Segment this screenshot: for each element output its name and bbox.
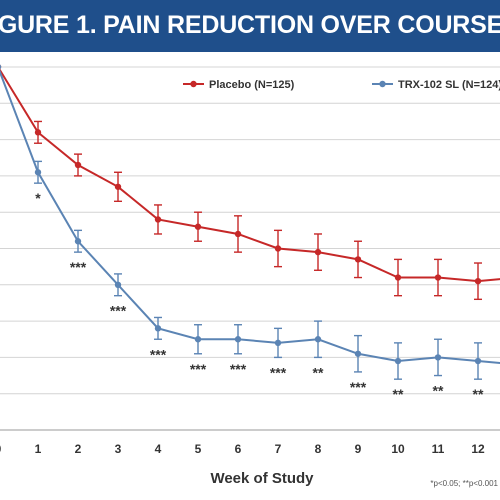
significance-label: * [35, 190, 41, 206]
series-2-line [0, 69, 500, 365]
significance-label: *** [230, 361, 247, 377]
line-chart: 012345678910111213Week of Study*p<0.05; … [0, 64, 500, 488]
series-1-point [354, 256, 362, 263]
x-tick-label: 11 [432, 442, 445, 456]
legend-swatch-marker [379, 80, 386, 88]
title-bar: FIGURE 1. PAIN REDUCTION OVER COURSE OF … [0, 0, 500, 52]
x-tick-label: 8 [315, 442, 322, 456]
legend-swatch-marker [190, 80, 197, 88]
series-1-point [434, 274, 442, 281]
series-2-point [154, 325, 162, 332]
legend-label: TRX-102 SL (N=124) [398, 79, 500, 91]
x-tick-label: 6 [235, 442, 242, 456]
significance-label: *** [270, 364, 287, 380]
x-tick-label: 1 [35, 442, 42, 456]
series-1-point [314, 248, 322, 256]
legend-label: Placebo (N=125) [209, 79, 295, 91]
significance-label: ** [433, 383, 444, 399]
series-1-point [114, 183, 122, 190]
significance-label: *** [70, 259, 87, 275]
series-2-point [394, 357, 402, 365]
series-1-point [34, 129, 42, 136]
series-1-point [234, 230, 242, 238]
significance-label: *** [150, 346, 167, 362]
significance-label: ** [313, 364, 324, 380]
series-1-point [154, 216, 162, 223]
x-tick-label: 2 [75, 442, 82, 456]
series-2-point [434, 354, 442, 361]
series-2-point [314, 336, 322, 343]
x-tick-label: 0 [0, 442, 2, 456]
series-1-line [0, 68, 500, 283]
significance-label: *** [110, 303, 127, 319]
series-2-point [194, 336, 202, 343]
significance-label: *** [350, 379, 367, 395]
series-1-point [194, 223, 202, 230]
x-tick-label: 10 [391, 442, 405, 456]
series-1-point [474, 277, 482, 285]
series-1-point [74, 161, 82, 169]
x-tick-label: 9 [355, 442, 362, 456]
footnote: *p<0.05; **p<0.001 [430, 479, 498, 488]
x-tick-label: 5 [195, 442, 202, 456]
significance-label: ** [473, 386, 484, 402]
series-1-point [394, 274, 402, 281]
series-2-point [34, 169, 42, 176]
significance-label: ** [393, 386, 404, 402]
series-2-point [354, 350, 362, 357]
x-tick-label: 12 [471, 442, 485, 456]
series-2-point [274, 339, 282, 347]
series-2-point [114, 281, 122, 288]
significance-label: *** [190, 361, 207, 377]
x-tick-label: 7 [275, 442, 282, 456]
chart-title: FIGURE 1. PAIN REDUCTION OVER COURSE OF … [0, 11, 500, 39]
series-2-point [74, 238, 82, 245]
x-tick-label: 4 [155, 442, 162, 456]
series-2-point [0, 64, 2, 70]
series-2-point [234, 336, 242, 343]
x-axis-title: Week of Study [210, 470, 314, 487]
x-tick-label: 3 [115, 442, 122, 456]
series-2-point [474, 357, 482, 365]
series-1-point [274, 245, 282, 252]
